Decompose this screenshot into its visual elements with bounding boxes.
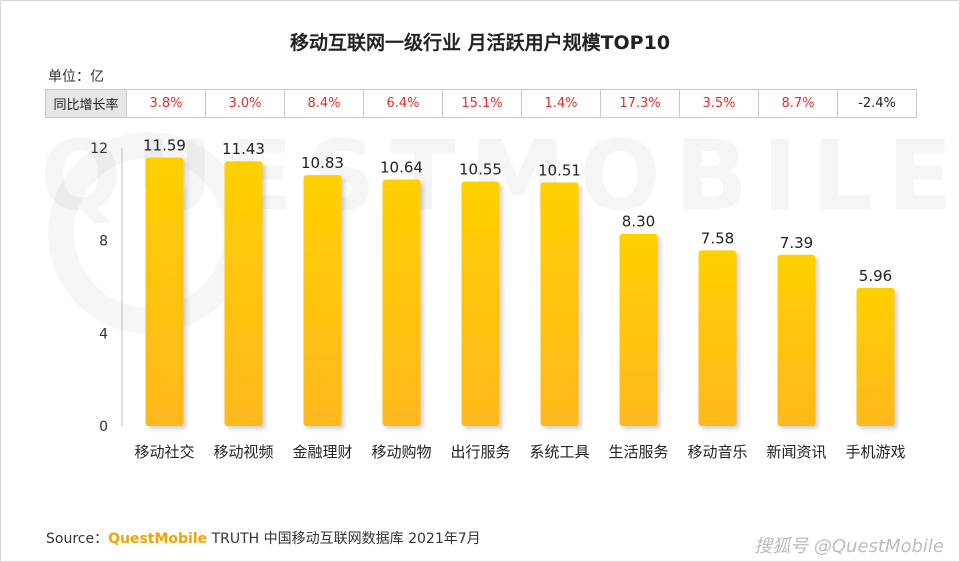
yoy-cell: 8.7% bbox=[758, 89, 838, 118]
bar-新闻资讯 bbox=[777, 254, 816, 426]
y-tick-label: 4 bbox=[99, 326, 108, 342]
bar-移动社交 bbox=[145, 157, 184, 426]
x-tick-label: 出行服务 bbox=[450, 443, 510, 461]
yoy-cell: -2.4% bbox=[837, 89, 917, 118]
x-tick-label: 手机游戏 bbox=[845, 443, 905, 461]
source-prefix: Source： bbox=[46, 531, 109, 547]
x-tick-label: 生活服务 bbox=[608, 443, 668, 461]
yoy-cell: 15.1% bbox=[442, 89, 522, 118]
source-detail: TRUTH 中国移动互联网数据库 2021年7月 bbox=[207, 531, 481, 547]
bar-手机游戏 bbox=[856, 287, 895, 426]
bar-移动购物 bbox=[382, 179, 421, 426]
yoy-row: 同比增长率 3.8% 3.0% 8.4% 6.4% 15.1% 1.4% 17.… bbox=[45, 89, 917, 118]
x-tick-label: 新闻资讯 bbox=[766, 443, 826, 461]
bars-group bbox=[145, 157, 895, 426]
bar-移动视频 bbox=[224, 161, 263, 426]
bar-金融理财 bbox=[303, 175, 342, 426]
bar-value-label: 7.39 bbox=[780, 234, 813, 252]
bar-生活服务 bbox=[619, 233, 658, 426]
bar-value-label: 8.30 bbox=[622, 213, 655, 231]
source-brand: QuestMobile bbox=[108, 531, 208, 547]
y-tick-label: 8 bbox=[99, 234, 108, 250]
y-axis-ticks: 0 4 8 12 bbox=[90, 141, 108, 435]
bar-value-label: 10.83 bbox=[301, 154, 344, 172]
bar-value-label: 10.64 bbox=[380, 159, 423, 177]
yoy-growth-table: 同比增长率 3.8% 3.0% 8.4% 6.4% 15.1% 1.4% 17.… bbox=[45, 89, 917, 118]
yoy-cell: 3.5% bbox=[679, 89, 759, 118]
x-tick-label: 系统工具 bbox=[529, 443, 589, 461]
y-tick-label: 12 bbox=[90, 141, 108, 157]
bar-value-label: 5.96 bbox=[859, 267, 892, 285]
yoy-header: 同比增长率 bbox=[45, 89, 127, 118]
bar-出行服务 bbox=[461, 181, 500, 426]
x-tick-label: 移动社交 bbox=[134, 443, 194, 461]
yoy-cell: 17.3% bbox=[600, 89, 680, 118]
x-tick-label: 金融理财 bbox=[292, 443, 352, 461]
chart-title: 移动互联网一级行业 月活跃用户规模TOP10 bbox=[289, 32, 671, 54]
x-axis-labels: 移动社交 移动视频 金融理财 移动购物 出行服务 系统工具 生活服务 移动音乐 新闻资讯 手机游戏 bbox=[134, 443, 905, 461]
credit-watermark: 搜狐号 @QuestMobile bbox=[754, 536, 944, 557]
bar-value-label: 10.55 bbox=[459, 161, 502, 179]
x-tick-label: 移动音乐 bbox=[687, 443, 747, 461]
x-tick-label: 移动视频 bbox=[213, 443, 273, 461]
yoy-cell: 1.4% bbox=[521, 89, 601, 118]
bar-value-label: 10.51 bbox=[538, 162, 581, 180]
unit-label: 单位：亿 bbox=[48, 69, 104, 85]
yoy-cell: 3.8% bbox=[126, 89, 206, 118]
bar-value-label: 11.43 bbox=[222, 140, 265, 158]
x-tick-label: 移动购物 bbox=[371, 443, 431, 461]
bar-移动音乐 bbox=[698, 250, 737, 426]
source-note: Source：QuestMobile TRUTH 中国移动互联网数据库 2021… bbox=[46, 528, 481, 548]
bar-value-label: 7.58 bbox=[701, 229, 734, 247]
yoy-cell: 3.0% bbox=[205, 89, 285, 118]
bar-系统工具 bbox=[540, 182, 579, 426]
bar-value-label: 11.59 bbox=[143, 136, 186, 154]
y-tick-label: 0 bbox=[99, 419, 108, 435]
value-labels: 11.59 11.43 10.83 10.64 10.55 10.51 8.30 7.58 7.… bbox=[143, 136, 892, 284]
yoy-cell: 6.4% bbox=[363, 89, 443, 118]
